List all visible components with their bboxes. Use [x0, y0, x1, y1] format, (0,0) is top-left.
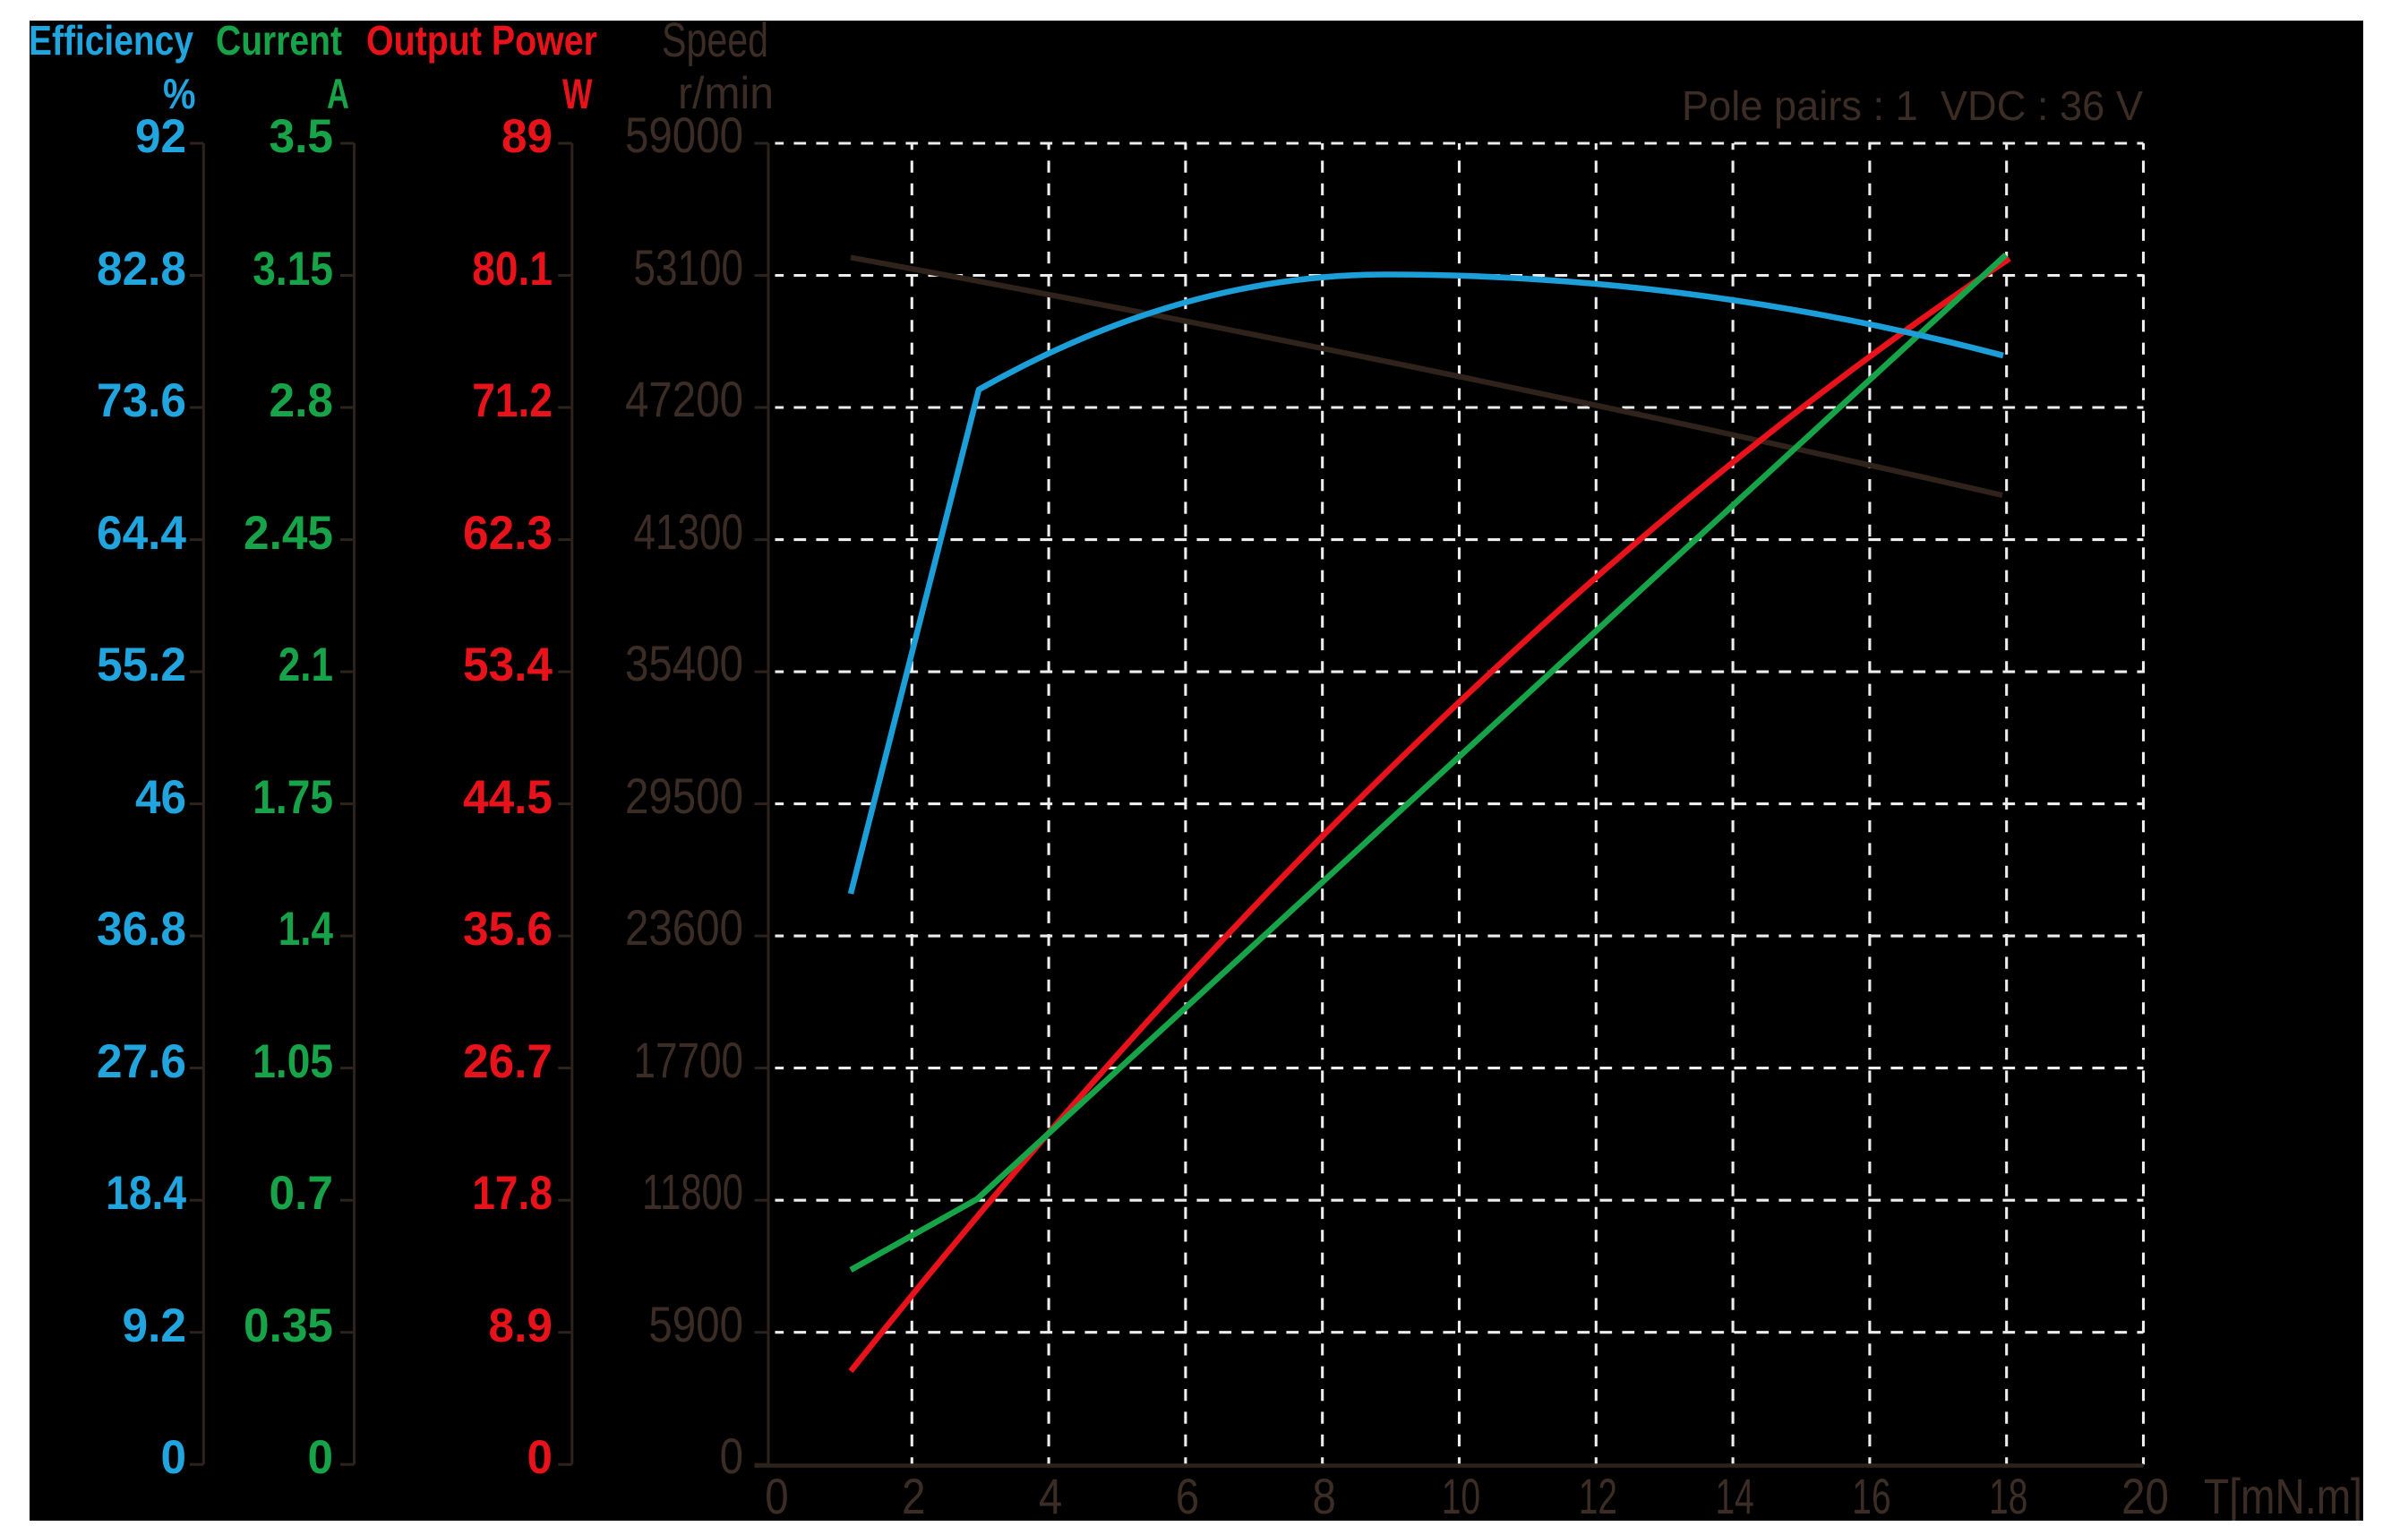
- svg-text:17.8: 17.8: [472, 1167, 553, 1220]
- svg-text:0.35: 0.35: [244, 1299, 333, 1352]
- svg-text:27.6: 27.6: [97, 1035, 186, 1088]
- svg-text:Pole pairs : 1 VDC : 36 V: Pole pairs : 1 VDC : 36 V: [1682, 82, 2143, 129]
- svg-text:12: 12: [1579, 1468, 1617, 1524]
- svg-text:4: 4: [1039, 1468, 1062, 1524]
- svg-text:47200: 47200: [625, 371, 743, 427]
- svg-text:59000: 59000: [625, 107, 743, 163]
- svg-text:2: 2: [902, 1468, 925, 1524]
- svg-text:46: 46: [135, 771, 186, 824]
- svg-text:W: W: [562, 70, 593, 117]
- svg-text:9.2: 9.2: [123, 1299, 187, 1352]
- svg-text:18: 18: [1989, 1468, 2027, 1524]
- svg-text:6: 6: [1176, 1468, 1199, 1524]
- svg-text:20: 20: [2121, 1468, 2169, 1524]
- svg-text:0: 0: [720, 1428, 743, 1484]
- svg-text:2.8: 2.8: [270, 374, 334, 427]
- svg-text:0: 0: [765, 1468, 788, 1524]
- svg-text:71.2: 71.2: [472, 374, 553, 427]
- svg-text:36.8: 36.8: [97, 903, 186, 956]
- svg-text:41300: 41300: [634, 503, 744, 560]
- svg-text:Speed: Speed: [662, 13, 768, 67]
- svg-text:3.15: 3.15: [253, 243, 333, 296]
- svg-text:80.1: 80.1: [472, 243, 553, 296]
- svg-text:62.3: 62.3: [463, 507, 553, 560]
- svg-text:35.6: 35.6: [463, 903, 553, 956]
- svg-text:82.8: 82.8: [97, 243, 186, 296]
- svg-text:%: %: [163, 70, 196, 117]
- svg-text:8: 8: [1313, 1468, 1336, 1524]
- svg-text:55.2: 55.2: [97, 639, 186, 691]
- svg-text:0: 0: [527, 1431, 553, 1484]
- svg-text:8.9: 8.9: [489, 1299, 553, 1352]
- svg-text:73.6: 73.6: [97, 374, 186, 427]
- svg-text:0: 0: [161, 1431, 187, 1484]
- svg-text:2.45: 2.45: [244, 507, 333, 560]
- svg-text:3.5: 3.5: [270, 110, 334, 163]
- svg-text:Efficiency: Efficiency: [29, 17, 193, 64]
- svg-text:18.4: 18.4: [106, 1167, 186, 1220]
- svg-text:1.05: 1.05: [253, 1035, 333, 1088]
- svg-text:16: 16: [1852, 1468, 1890, 1524]
- svg-text:23600: 23600: [625, 899, 743, 956]
- svg-text:0.7: 0.7: [270, 1167, 334, 1220]
- svg-text:10: 10: [1442, 1468, 1480, 1524]
- svg-text:29500: 29500: [625, 768, 743, 824]
- svg-text:53100: 53100: [634, 239, 744, 296]
- svg-text:Current: Current: [216, 17, 342, 64]
- svg-text:26.7: 26.7: [463, 1035, 553, 1088]
- svg-text:2.1: 2.1: [279, 639, 333, 691]
- svg-text:1.75: 1.75: [253, 771, 333, 824]
- svg-text:Output Power: Output Power: [366, 17, 597, 64]
- svg-text:64.4: 64.4: [97, 507, 187, 560]
- svg-text:11800: 11800: [642, 1163, 743, 1220]
- svg-text:0: 0: [308, 1431, 334, 1484]
- svg-text:5900: 5900: [648, 1296, 743, 1352]
- svg-text:T[mN.m]: T[mN.m]: [2204, 1468, 2362, 1524]
- svg-text:A: A: [327, 70, 349, 117]
- svg-text:89: 89: [501, 110, 553, 163]
- svg-text:92: 92: [135, 110, 186, 163]
- svg-text:53.4: 53.4: [463, 639, 553, 691]
- svg-text:14: 14: [1716, 1468, 1754, 1524]
- svg-text:r/min: r/min: [678, 68, 774, 118]
- svg-text:1.4: 1.4: [279, 903, 334, 956]
- svg-text:17700: 17700: [634, 1032, 744, 1088]
- svg-text:44.5: 44.5: [463, 771, 553, 824]
- svg-text:35400: 35400: [625, 635, 743, 691]
